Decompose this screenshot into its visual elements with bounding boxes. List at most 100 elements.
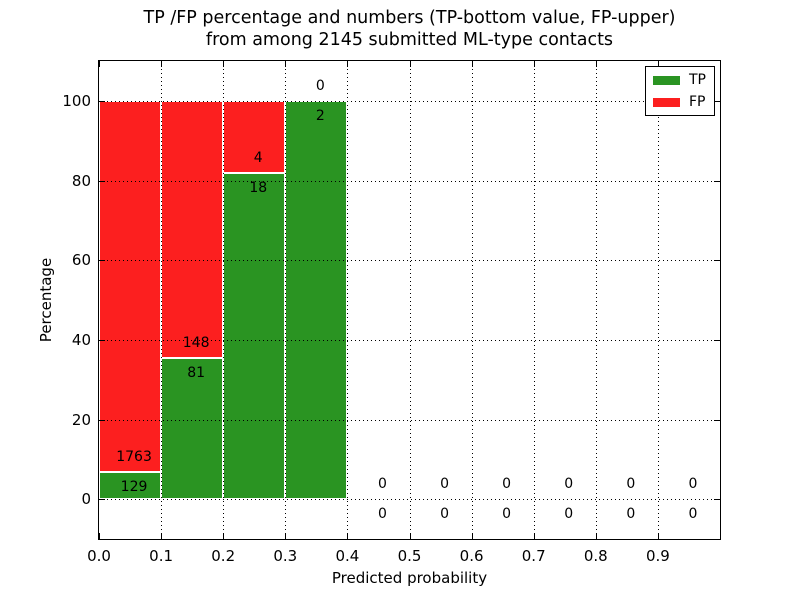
bar-segment-tp: [285, 100, 348, 500]
legend-item-tp: TP: [653, 73, 707, 87]
grid-line-v: [595, 61, 597, 539]
x-tickmark-bottom: [223, 533, 225, 539]
x-tickmark-top: [533, 61, 535, 67]
x-tickmark-top: [285, 61, 287, 67]
x-tick-label: 0.0: [87, 547, 111, 565]
bar-segment-tp: [223, 173, 286, 500]
x-tickmark-bottom: [99, 533, 100, 539]
bar-annotation-tp-count: 0: [626, 506, 636, 523]
x-tickmark-bottom: [471, 533, 473, 539]
x-tick-label: 0.8: [583, 547, 608, 565]
x-tickmark-bottom: [285, 533, 287, 539]
x-tickmark-top: [471, 61, 473, 67]
y-tickmark-right: [714, 499, 720, 501]
x-tickmark-top: [657, 61, 659, 67]
bar-annotation-tp-count: 0: [440, 506, 450, 523]
legend: TP FP: [645, 66, 715, 116]
bar-segment-fp: [99, 100, 162, 472]
bar-annotation-tp-count: 0: [377, 506, 387, 523]
bar-annotation-fp-count: 0: [564, 476, 574, 493]
x-tickmark-top: [347, 61, 349, 67]
legend-label-fp: FP: [689, 94, 706, 110]
grid-line-v: [471, 61, 473, 539]
grid-line-v: [285, 61, 287, 539]
x-tick-label: 0.2: [211, 547, 236, 565]
x-tick-label: 0.4: [335, 547, 360, 565]
bar-annotation-tp-count: 0: [502, 506, 512, 523]
x-tickmark-bottom: [161, 533, 163, 539]
grid-line-h: [99, 419, 720, 421]
grid-line-v: [161, 61, 163, 539]
x-tick-label: 0.5: [397, 547, 422, 565]
y-tick-label: 40: [71, 330, 91, 349]
y-tickmark-left: [99, 100, 105, 102]
y-tick-label: 80: [71, 171, 91, 190]
x-tick-label: 0.3: [273, 547, 298, 565]
x-tickmark-top: [223, 61, 225, 67]
bar-annotation-tp-count: 18: [249, 180, 268, 197]
chart-title: TP /FP percentage and numbers (TP-bottom…: [99, 7, 720, 51]
y-tickmark-right: [714, 180, 720, 182]
y-tickmark-left: [99, 339, 105, 341]
x-tickmark-top: [99, 61, 100, 67]
y-tickmark-right: [714, 100, 720, 102]
grid-line-h: [99, 339, 720, 341]
grid-line-h: [99, 100, 720, 102]
grid-line-v: [409, 61, 411, 539]
legend-swatch-fp: [653, 97, 680, 107]
grid-line-h: [99, 499, 720, 501]
y-tickmark-left: [99, 499, 105, 501]
x-tickmark-top: [595, 61, 597, 67]
x-tickmark-bottom: [595, 533, 597, 539]
x-tickmark-bottom: [409, 533, 411, 539]
bar-annotation-fp-count: 0: [440, 476, 450, 493]
y-tickmark-right: [714, 419, 720, 421]
y-tick-label: 60: [71, 251, 91, 270]
legend-item-fp: FP: [653, 95, 707, 109]
bar-annotation-tp-count: 0: [688, 506, 698, 523]
y-axis-label: Percentage: [37, 257, 55, 343]
bar-annotation-fp-count: 4: [253, 150, 263, 167]
bar-annotation-tp-count: 81: [187, 365, 206, 382]
grid-line-v: [657, 61, 659, 539]
grid-line-v: [533, 61, 535, 539]
x-tickmark-top: [161, 61, 163, 67]
y-tickmark-left: [99, 180, 105, 182]
bar-segment-tp: [99, 472, 162, 500]
bar-annotation-fp-count: 0: [502, 476, 512, 493]
bar-annotation-fp-count: 148: [182, 335, 210, 352]
x-tickmark-bottom: [347, 533, 349, 539]
grid-line-v: [223, 61, 225, 539]
legend-label-tp: TP: [689, 72, 706, 88]
y-tickmark-right: [714, 260, 720, 262]
y-tickmark-left: [99, 260, 105, 262]
y-tick-label: 20: [71, 410, 91, 429]
x-axis-label: Predicted probability: [331, 569, 488, 587]
y-tickmark-left: [99, 419, 105, 421]
grid-line-h: [99, 180, 720, 182]
bar-segment-tp: [161, 358, 224, 500]
y-tickmark-right: [714, 339, 720, 341]
x-tick-label: 0.1: [149, 547, 174, 565]
bar-annotation-tp-count: 129: [120, 479, 148, 495]
x-tick-label: 0.6: [459, 547, 484, 565]
bar-annotation-fp-count: 1763: [116, 449, 152, 465]
y-tick-label: 0: [81, 490, 91, 509]
bar-annotation-tp-count: 0: [564, 506, 574, 523]
bar-annotation-tp-count: 2: [315, 107, 325, 124]
chart-title-line2: from among 2145 submitted ML-type contac…: [205, 30, 614, 50]
x-tickmark-top: [409, 61, 411, 67]
legend-swatch-tp: [653, 75, 680, 85]
bar-segment-fp: [161, 100, 224, 359]
bar-annotation-fp-count: 0: [377, 476, 387, 493]
y-tick-label: 100: [62, 91, 91, 110]
x-tick-label: 0.7: [521, 547, 546, 565]
x-tickmark-bottom: [533, 533, 535, 539]
grid-line-h: [99, 260, 720, 262]
x-tick-label: 0.9: [645, 547, 670, 565]
bar-annotation-fp-count: 0: [315, 77, 325, 94]
grid-line-v: [347, 61, 349, 539]
x-tickmark-bottom: [657, 533, 659, 539]
chart-title-line1: TP /FP percentage and numbers (TP-bottom…: [143, 8, 676, 28]
